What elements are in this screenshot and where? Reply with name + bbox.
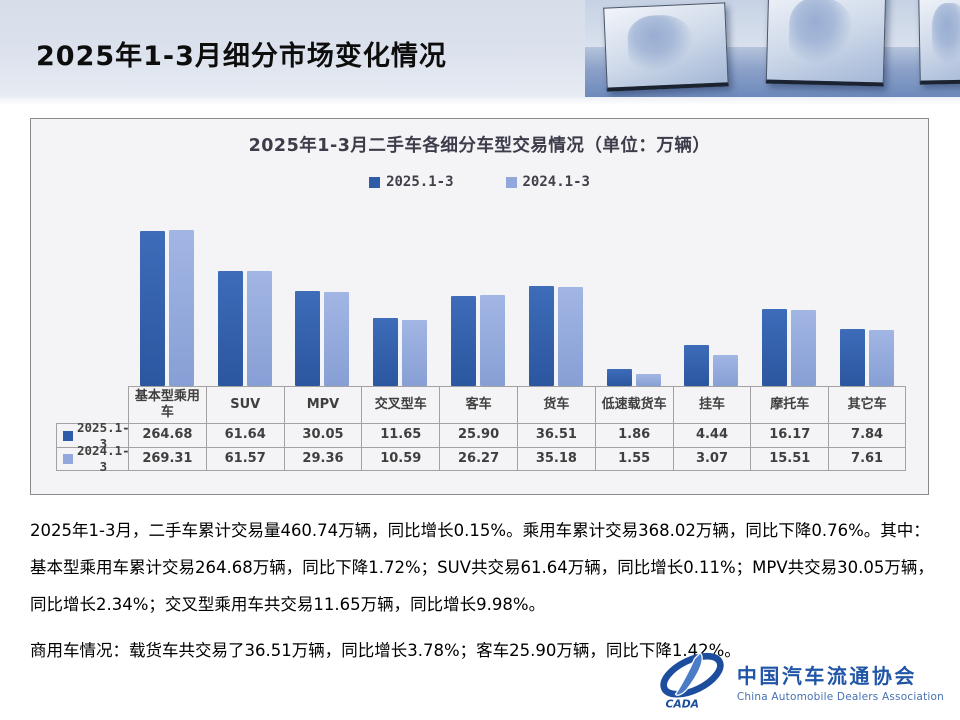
series-swatch-icon: [63, 430, 73, 441]
summary-paragraph-2: 商用车情况：载货车共交易了36.51万辆，同比增长3.78%；客车25.90万辆…: [30, 641, 741, 660]
bar-2025.1-3-SUV: [217, 271, 243, 386]
legend-swatch-icon: [505, 176, 517, 188]
bar-group: [750, 216, 828, 386]
chart-legend: 2025.1-3 2024.1-3: [31, 174, 928, 190]
table-row-label-2025.1-3: 2025.1-3: [56, 420, 130, 451]
table-value-2025.1-3-SUV: 61.64: [205, 423, 284, 447]
bar-group: [361, 216, 439, 386]
legend-label: 2024.1-3: [522, 174, 590, 190]
table-value-2025.1-3-挂车: 4.44: [672, 423, 751, 447]
bar-2025.1-3-挂车: [684, 345, 710, 386]
table-value-2024.1-3-客车: 26.27: [439, 447, 517, 471]
table-value-2024.1-3-摩托车: 15.51: [750, 447, 829, 471]
bar-2024.1-3-MPV: [324, 292, 350, 386]
table-value-2025.1-3-基本型乘用车: 264.68: [128, 423, 206, 447]
decorative-cube: [603, 2, 729, 92]
world-map-texture: [788, 0, 854, 65]
bar-group: [828, 216, 906, 386]
table-value-2024.1-3-基本型乘用车: 269.31: [128, 447, 206, 471]
summary-paragraph-1: 2025年1-3月，二手车累计交易量460.74万辆，同比增长0.15%。乘用车…: [30, 521, 934, 614]
table-header-挂车: 挂车: [672, 386, 751, 423]
table-value-2024.1-3-其它车: 7.61: [828, 447, 906, 471]
bar-group: [673, 216, 751, 386]
decorative-cubes-image: [585, 0, 960, 97]
legend-label: 2025.1-3: [386, 174, 454, 190]
bar-group: [128, 216, 206, 386]
bar-group: [439, 216, 517, 386]
bar-2025.1-3-摩托车: [762, 309, 788, 386]
decorative-cube: [918, 0, 960, 85]
bar-2024.1-3-货车: [557, 287, 583, 386]
table-value-2025.1-3-其它车: 7.84: [828, 423, 906, 447]
legend-item: 2025.1-3: [369, 174, 454, 190]
series-swatch-icon: [63, 454, 73, 464]
table-value-2025.1-3-MPV: 30.05: [283, 423, 362, 447]
bar-2024.1-3-挂车: [713, 355, 739, 386]
bar-2024.1-3-其它车: [869, 330, 895, 386]
table-value-2024.1-3-挂车: 3.07: [672, 447, 751, 471]
bar-group: [284, 216, 362, 386]
bars-area: [128, 216, 906, 386]
table-value-2025.1-3-货车: 36.51: [516, 423, 595, 447]
bar-2024.1-3-客车: [480, 295, 506, 386]
table-value-2025.1-3-客车: 25.90: [439, 423, 517, 447]
world-map-texture: [931, 3, 960, 65]
bar-2025.1-3-基本型乘用车: [139, 231, 165, 386]
legend-swatch-icon: [369, 176, 381, 188]
table-corner-blank: [56, 386, 128, 423]
bar-2024.1-3-交叉型车: [402, 320, 428, 386]
bar-2024.1-3-SUV: [246, 271, 272, 386]
table-header-MPV: MPV: [283, 386, 362, 423]
table-value-2024.1-3-交叉型车: 10.59: [361, 447, 440, 471]
table-value-2025.1-3-摩托车: 16.17: [750, 423, 829, 447]
bar-2025.1-3-MPV: [295, 291, 321, 386]
header-band: 2025年1-3月细分市场变化情况: [0, 0, 960, 97]
svg-text:CADA: CADA: [665, 698, 699, 710]
world-map-texture: [626, 14, 695, 73]
header-divider: [0, 97, 960, 105]
table-header-低速载货车: 低速载货车: [594, 386, 673, 423]
bar-2025.1-3-低速载货车: [606, 369, 632, 386]
data-table: 基本型乘用车 SUV MPV 交叉型车 客车 货车 低速载货车 挂车 摩托车 其它车 2025.1-…: [56, 386, 906, 474]
bar-group: [517, 216, 595, 386]
table-header-摩托车: 摩托车: [750, 386, 829, 423]
logo-name-cn: 中国汽车流通协会: [736, 663, 917, 688]
table-value-2024.1-3-SUV: 61.57: [205, 447, 284, 471]
legend-item: 2024.1-3: [505, 174, 590, 190]
chart-panel: 2025年1-3月二手车各细分车型交易情况（单位：万辆） 2025.1-3 202…: [30, 118, 929, 495]
table-header-交叉型车: 交叉型车: [361, 386, 440, 423]
table-header-其它车: 其它车: [828, 386, 906, 423]
table-header-SUV: SUV: [205, 386, 284, 423]
decorative-cube: [765, 0, 887, 87]
page-title: 2025年1-3月细分市场变化情况: [36, 41, 447, 72]
logo-name-en: China Automobile Dealers Association: [736, 690, 944, 703]
bar-2024.1-3-摩托车: [791, 310, 817, 386]
summary-text: 2025年1-3月，二手车累计交易量460.74万辆，同比增长0.15%。乘用车…: [30, 512, 944, 669]
table-value-2024.1-3-MPV: 29.36: [283, 447, 362, 471]
table-value-2024.1-3-货车: 35.18: [516, 447, 595, 471]
bar-2025.1-3-交叉型车: [373, 318, 399, 386]
bar-2025.1-3-货车: [528, 286, 554, 386]
bar-group: [595, 216, 673, 386]
table-value-2025.1-3-交叉型车: 11.65: [361, 423, 440, 447]
table-header-货车: 货车: [516, 386, 595, 423]
cada-logo-icon: CADA: [660, 652, 724, 710]
organization-logo: CADA 中国汽车流通协会 China Automobile Dealers A…: [653, 652, 944, 710]
table-value-2024.1-3-低速载货车: 1.55: [594, 447, 673, 471]
table-value-2025.1-3-低速载货车: 1.86: [594, 423, 673, 447]
chart-title: 2025年1-3月二手车各细分车型交易情况（单位：万辆）: [248, 136, 711, 156]
bar-2024.1-3-基本型乘用车: [168, 230, 194, 386]
table-header-基本型乘用车: 基本型乘用车: [128, 386, 206, 423]
bar-group: [206, 216, 284, 386]
bar-2025.1-3-客车: [451, 296, 477, 386]
table-row-label-2024.1-3: 2024.1-3: [56, 443, 130, 474]
bar-2024.1-3-低速载货车: [635, 374, 661, 386]
table-header-客车: 客车: [439, 386, 517, 423]
bar-2025.1-3-其它车: [840, 329, 866, 386]
